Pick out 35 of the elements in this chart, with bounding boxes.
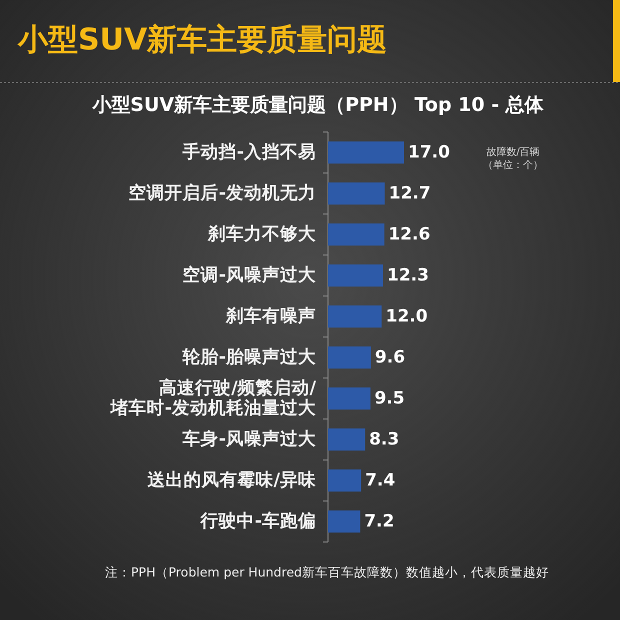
bar [328,346,371,369]
bar [328,428,366,451]
y-tick-label: 刹车有噪声 [225,306,316,326]
bar [328,510,360,533]
bar [328,305,382,328]
bar [328,223,384,246]
data-label: 12.3 [386,266,429,286]
y-tick-label: 空调-风噪声过大 [182,264,317,286]
bar [328,141,404,164]
y-tick-label: 空调开启后-发动机无力 [128,182,316,204]
y-tick-label: 行驶中-车跑偏 [200,510,316,532]
chart-subtitle: 小型SUV新车主要质量问题（PPH） Top 10 - 总体 [91,94,545,116]
bar [328,182,385,205]
text: 注：PPH（Problem per Hundred新车百车故障数）数值越小，代表质量越好 [105,564,549,580]
y-tick-label: 车身-风噪声过大 [182,428,317,450]
data-label: 12.0 [386,306,428,326]
data-label: 9.5 [374,388,405,408]
data-label: 12.7 [388,184,431,204]
bar [328,387,370,410]
text: 故障数/百辆 [486,146,540,158]
data-label: 17.0 [408,142,450,162]
data-label: 12.6 [388,224,430,244]
chart-title: 小型SUV新车主要质量问题 [17,22,388,58]
data-label: 7.4 [365,470,396,490]
y-tick-label: 刹车力不够大 [207,224,317,244]
y-tick-label: 高速行驶/频繁启动/堵车时-发动机耗油量过大 [110,378,317,418]
data-label: 8.3 [369,430,400,450]
text: （单位：个） [483,159,543,171]
y-tick-label: 手动挡-入挡不易 [182,142,316,162]
y-tick-label: 送出的风有霉味/异味 [148,470,317,490]
data-label: 7.2 [364,512,394,532]
data-label: 9.6 [374,348,406,368]
bar [328,469,362,492]
bar [328,264,383,287]
y-tick-label: 轮胎-胎噪声过大 [182,346,317,368]
